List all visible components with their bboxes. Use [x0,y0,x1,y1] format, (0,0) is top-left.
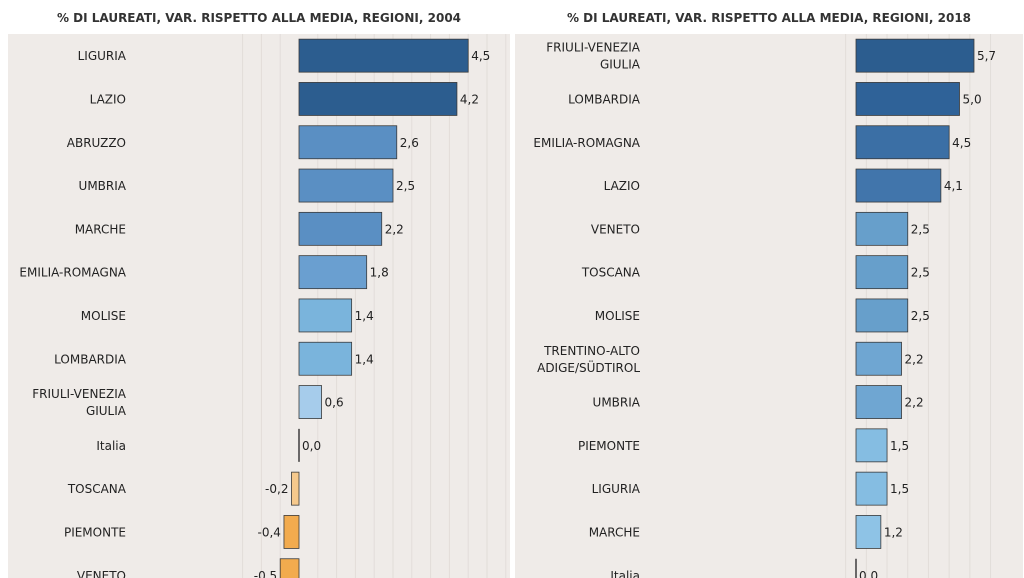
value-label: 2,2 [905,396,924,410]
category-label: FRIULI-VENEZIA GIULIA [32,387,127,418]
bar [291,471,300,506]
value-label: 1,5 [890,482,909,496]
category-label: Italia [96,439,126,453]
bar [298,298,353,333]
bar [855,385,902,419]
bar [855,341,902,376]
category-label: Italia [610,569,640,578]
chart-title: % DI LAUREATI, VAR. RISPETTO ALLA MEDIA,… [567,11,971,25]
category-label: PIEMONTE [578,439,640,453]
chart-2018: % DI LAUREATI, VAR. RISPETTO ALLA MEDIA,… [515,11,1023,578]
category-label: TOSCANA [581,266,641,280]
bar [298,211,383,246]
value-label: 2,2 [905,352,924,366]
value-label: 1,2 [884,525,903,539]
value-label: -0,4 [258,525,281,539]
value-label: 4,1 [944,179,963,193]
value-label: -0,2 [265,482,288,496]
value-label: 2,5 [911,309,930,323]
value-label: 0,0 [302,439,321,453]
value-label: 1,5 [890,439,909,453]
category-label: LAZIO [604,179,640,193]
chart-2004: % DI LAUREATI, VAR. RISPETTO ALLA MEDIA,… [8,11,510,578]
bar [855,255,909,290]
bar [855,38,975,73]
bar [298,255,368,290]
category-label: FRIULI-VENEZIA GIULIA [546,41,641,72]
category-label: UMBRIA [79,179,127,193]
bar [855,515,882,549]
bar [298,168,394,203]
category-label: MOLISE [81,309,126,323]
value-label: 2,5 [911,266,930,280]
category-label: UMBRIA [593,396,641,410]
value-label: 1,4 [355,352,374,366]
value-label: 4,5 [471,49,490,63]
category-label: MARCHE [589,525,640,539]
value-label: 2,5 [396,179,415,193]
bar [855,471,888,506]
value-label: 2,2 [385,222,404,236]
chart-title: % DI LAUREATI, VAR. RISPETTO ALLA MEDIA,… [57,11,461,25]
category-label: VENETO [77,569,126,578]
value-label: 0,0 [859,569,878,578]
bar [855,125,950,160]
category-label: MOLISE [595,309,640,323]
category-label: VENETO [591,222,640,236]
value-label: 2,6 [400,136,419,150]
category-label: EMILIA-ROMAGNA [19,266,126,280]
bar [855,82,960,116]
category-label: MARCHE [75,222,126,236]
value-label: -0,5 [254,569,277,578]
bar [855,298,909,333]
category-label: LIGURIA [592,482,641,496]
value-label: 4,5 [952,136,971,150]
plot-background [8,34,510,578]
value-label: 4,2 [460,92,479,106]
plot-background [515,34,1023,578]
bar [298,82,458,116]
bar [855,168,942,203]
bar [298,38,469,73]
bar [855,211,909,246]
bar [298,125,398,160]
category-label: EMILIA-ROMAGNA [533,136,640,150]
value-label: 5,7 [977,49,996,63]
value-label: 1,8 [370,266,389,280]
category-label: LOMBARDIA [568,92,641,106]
value-label: 2,5 [911,222,930,236]
bar [279,558,300,578]
category-label: PIEMONTE [64,525,126,539]
value-label: 5,0 [963,92,982,106]
value-label: 1,4 [355,309,374,323]
category-label: LOMBARDIA [54,352,127,366]
category-label: TOSCANA [67,482,127,496]
category-label: TRENTINO-ALTO ADIGE/SÜDTIROL [537,344,640,375]
bar [298,385,322,419]
bar [283,515,300,549]
bar [855,428,888,463]
bar [298,341,353,376]
category-label: LIGURIA [78,49,127,63]
category-label: LAZIO [90,92,126,106]
value-label: 0,6 [325,396,344,410]
category-label: ABRUZZO [67,136,126,150]
